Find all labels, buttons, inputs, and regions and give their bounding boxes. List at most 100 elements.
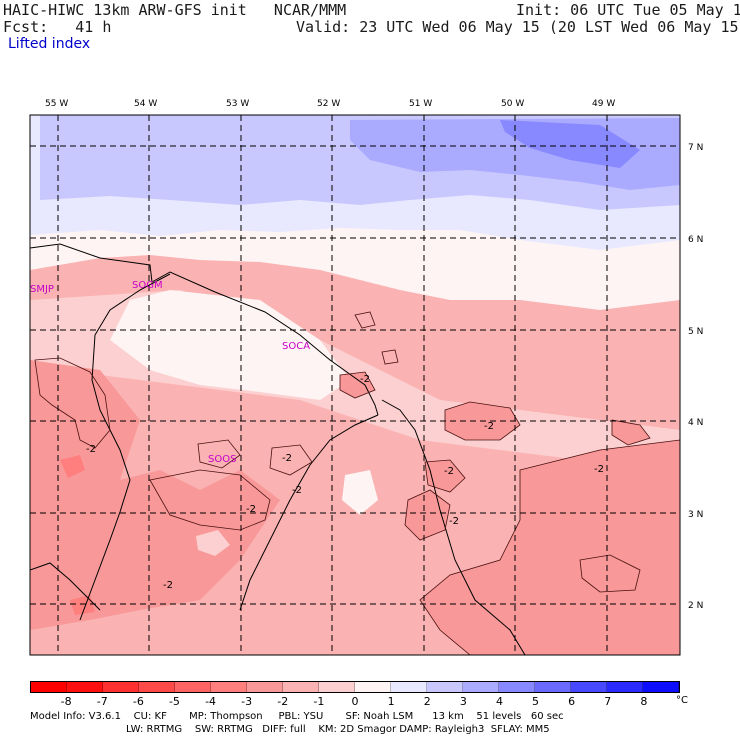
colorbar-tick-label: -7 — [96, 695, 108, 708]
lat-label: 2 N — [688, 601, 703, 611]
lon-label: 52 W — [317, 99, 340, 109]
colorbar-tick-label: -6 — [132, 695, 144, 708]
contour-line — [424, 459, 466, 493]
field-region — [196, 530, 230, 556]
contour-line — [579, 554, 641, 593]
colorbar-unit: °C — [676, 695, 688, 706]
contour-label: -2 — [594, 464, 604, 475]
colorbar-tick-label: -2 — [277, 695, 289, 708]
contour-line — [339, 371, 376, 399]
map-panel: 55 W 54 W 53 W 52 W 51 W 50 W 49 W — [29, 99, 703, 656]
header-title: HAIC-HIWC 13km ARW-GFS init NCAR/MMM — [3, 1, 347, 19]
colorbar-tick-label: 8 — [640, 695, 648, 708]
contour-line — [197, 439, 241, 469]
header-init: Init: 06 UTC Tue 05 May 15 — [516, 1, 740, 19]
station-label: SMJP — [30, 284, 54, 295]
border-line — [239, 414, 379, 611]
contour-label: -2 — [449, 516, 459, 527]
colorbar-tick-label: 6 — [568, 695, 576, 708]
contour-label: -2 — [360, 374, 370, 385]
lon-label: 54 W — [134, 99, 157, 109]
colorbar-tick-label: 2 — [423, 695, 431, 708]
contour-label: -2 — [86, 444, 96, 455]
lat-label: 7 N — [688, 143, 703, 153]
colorbar-swatch — [283, 682, 319, 692]
lat-label: 4 N — [688, 418, 703, 428]
header-fcst: Fcst: 41 h — [3, 18, 112, 36]
field-region — [420, 440, 680, 655]
header-valid: Valid: 23 UTC Wed 06 May 15 (20 LST Wed … — [296, 18, 740, 36]
field-region — [60, 455, 85, 478]
colorbar-swatch — [463, 682, 499, 692]
field-region — [30, 360, 280, 630]
lat-label: 5 N — [688, 327, 703, 337]
contour-line — [149, 469, 271, 531]
colorbar-tick-label: -8 — [60, 695, 72, 708]
field-region — [425, 460, 465, 492]
colorbar-swatch — [571, 682, 607, 692]
colorbar-swatch — [67, 682, 103, 692]
colorbar-tick-label: -1 — [313, 695, 325, 708]
contour-line — [34, 357, 111, 449]
contour-line — [269, 444, 313, 476]
lon-label: 51 W — [409, 99, 432, 109]
field-region — [500, 120, 640, 168]
station-label: SOOS — [208, 454, 236, 465]
colorbar-swatch — [535, 682, 571, 692]
colorbar — [30, 681, 680, 693]
colorbar-swatch — [391, 682, 427, 692]
contour-line — [444, 401, 521, 441]
lat-label: 3 N — [688, 510, 703, 520]
contour-line — [381, 349, 399, 365]
colorbar-swatch — [175, 682, 211, 692]
contour-line — [611, 419, 651, 446]
footer-line-1: Model Info: V3.6.1 CU: KF MP: Thompson P… — [30, 711, 564, 722]
contour-line — [404, 489, 451, 541]
colorbar-swatch — [499, 682, 535, 692]
contour-label: -2 — [292, 485, 302, 496]
colorbar-tick-label: 4 — [495, 695, 503, 708]
field-name: Lifted index — [8, 36, 91, 52]
field-region — [70, 595, 95, 615]
field-region — [405, 490, 450, 540]
colorbar-swatch — [319, 682, 355, 692]
contour-label: -2 — [163, 580, 173, 591]
contour-label: -2 — [246, 504, 256, 515]
colorbar-swatch — [139, 682, 175, 692]
colorbar-tick-label: -4 — [205, 695, 217, 708]
lon-label: 49 W — [592, 99, 615, 109]
field-region — [340, 372, 375, 398]
colorbar-swatch — [427, 682, 463, 692]
colorbar-tick-label: 5 — [532, 695, 540, 708]
colorbar-tick-label: 7 — [604, 695, 612, 708]
coastline — [30, 243, 379, 416]
border-line — [381, 399, 526, 655]
field-region — [110, 290, 350, 400]
border-line — [30, 562, 101, 611]
colorbar-swatch — [103, 682, 139, 692]
contour-line — [354, 311, 376, 329]
colorbar-swatch — [607, 682, 643, 692]
contour-line — [419, 439, 680, 655]
map-frame — [29, 114, 681, 656]
colorbar-swatch — [355, 682, 391, 692]
colorbar-swatch — [643, 682, 679, 692]
contour-label: -2 — [282, 453, 292, 464]
station-label: SOCA — [282, 341, 310, 352]
footer-line-2: LW: RRTMG SW: RRTMG DIFF: full KM: 2D Sm… — [126, 724, 550, 735]
lon-label: 55 W — [45, 99, 68, 109]
lat-label: 6 N — [688, 235, 703, 245]
colorbar-tick-label: -5 — [168, 695, 180, 708]
lon-label: 53 W — [226, 99, 249, 109]
lon-label: 50 W — [501, 99, 524, 109]
colorbar-swatch — [247, 682, 283, 692]
contour-label: -2 — [444, 466, 454, 477]
colorbar-swatch — [211, 682, 247, 692]
colorbar-tick-label: 0 — [351, 695, 359, 708]
contour-label: -2 — [484, 421, 494, 432]
field-region — [342, 470, 378, 515]
colorbar-tick-label: -3 — [241, 695, 253, 708]
colorbar-tick-label: 1 — [387, 695, 395, 708]
colorbar-swatch — [31, 682, 67, 692]
colorbar-tick-label: 3 — [459, 695, 467, 708]
